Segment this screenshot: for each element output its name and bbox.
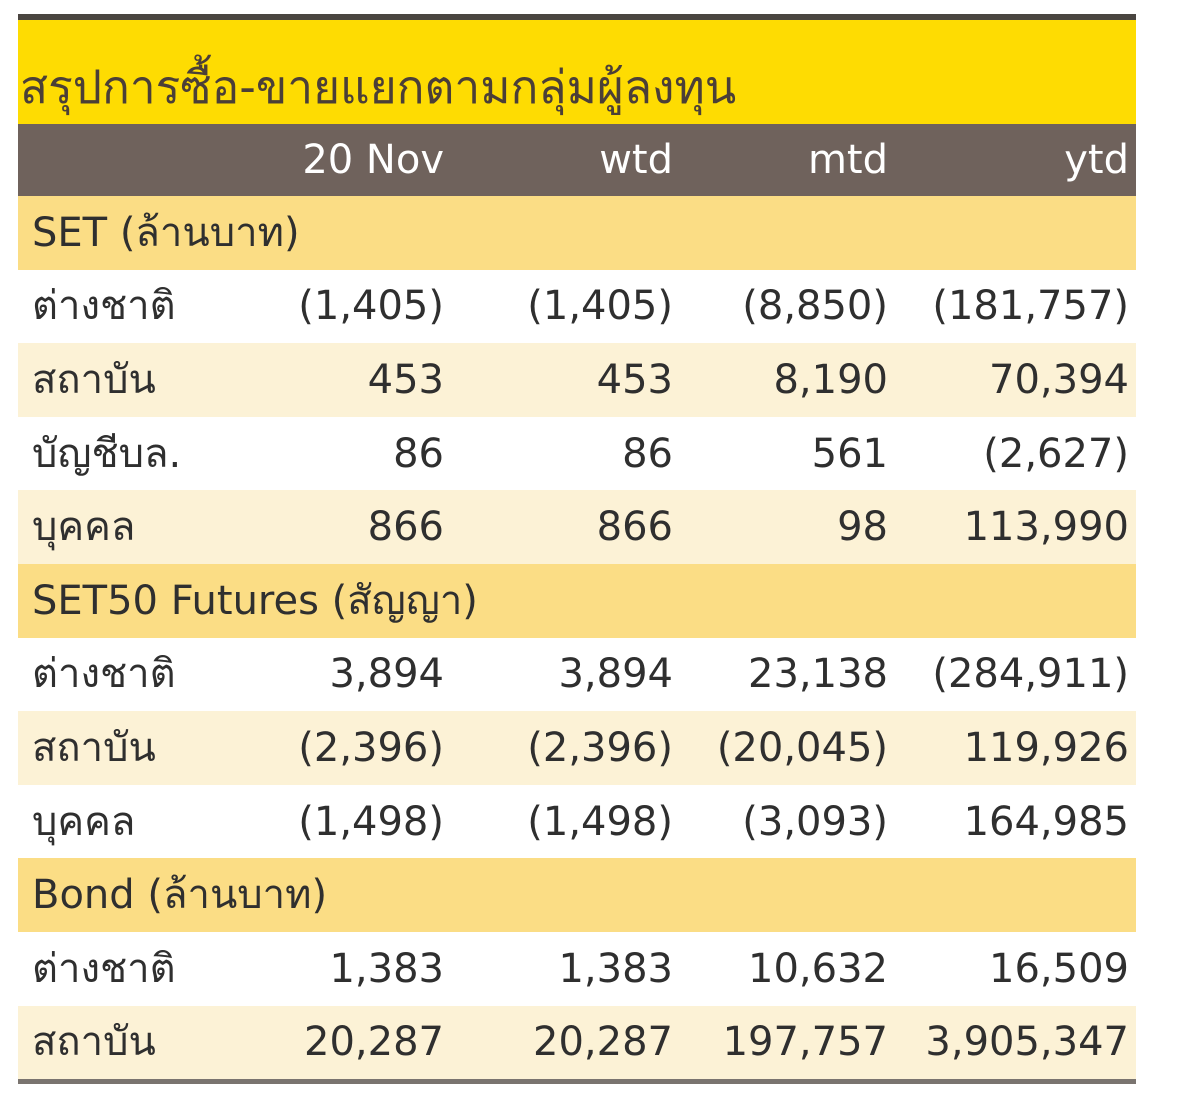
table-row: บัญชีบล. 86 86 561 (2,627) — [18, 416, 1136, 491]
table-row: สถาบัน 453 453 8,190 70,394 — [18, 343, 1136, 417]
value-20nov: 866 — [367, 504, 444, 551]
value-mtd: 8,190 — [773, 356, 888, 403]
value-wtd: (2,396) — [527, 724, 673, 771]
section-title: SET50 Futures (สัญญา) — [32, 577, 478, 624]
column-header-mtd: mtd — [807, 137, 888, 183]
value-20nov: 453 — [367, 356, 444, 403]
value-mtd: 98 — [837, 504, 888, 551]
table-title: สรุปการซื้อ-ขายแยกตามกลุ่มผู้ลงทุน — [20, 60, 737, 114]
column-header-row: 20 Nov wtd mtd ytd — [18, 124, 1136, 196]
value-20nov: 20,287 — [304, 1019, 444, 1066]
column-header-20nov: 20 Nov — [302, 137, 444, 183]
section-header-set: SET (ล้านบาท) — [18, 196, 1136, 270]
value-ytd: 70,394 — [989, 356, 1129, 403]
table-row: สถาบัน 20,287 20,287 197,757 3,905,347 — [18, 1005, 1136, 1080]
table-row: บุคคล (1,498) (1,498) (3,093) 164,985 — [18, 784, 1136, 859]
section-header-set50-futures: SET50 Futures (สัญญา) — [18, 563, 1136, 638]
section-title: SET (ล้านบาท) — [32, 209, 300, 256]
row-label: ต่างชาติ — [32, 945, 176, 992]
top-rule — [18, 14, 1136, 20]
value-wtd: 453 — [596, 356, 673, 403]
value-ytd: 113,990 — [963, 504, 1129, 551]
title-bar: สรุปการซื้อ-ขายแยกตามกลุ่มผู้ลงทุน — [18, 20, 1136, 124]
value-ytd: (181,757) — [932, 283, 1129, 330]
row-label: บุคคล — [32, 798, 136, 845]
value-mtd: 561 — [811, 430, 888, 477]
value-wtd: 1,383 — [558, 945, 673, 992]
table-row: ต่างชาติ 3,894 3,894 23,138 (284,911) — [18, 637, 1136, 712]
value-wtd: (1,405) — [527, 283, 673, 330]
value-ytd: (2,627) — [983, 430, 1129, 477]
row-label: ต่างชาติ — [32, 651, 176, 698]
value-mtd: (8,850) — [742, 283, 888, 330]
value-wtd: 866 — [596, 504, 673, 551]
value-ytd: 16,509 — [989, 945, 1129, 992]
value-20nov: 86 — [393, 430, 444, 477]
investor-flow-table: สรุปการซื้อ-ขายแยกตามกลุ่มผู้ลงทุน 20 No… — [18, 14, 1136, 1085]
value-20nov: 3,894 — [329, 651, 444, 698]
row-label: สถาบัน — [32, 1019, 156, 1066]
column-header-wtd: wtd — [599, 137, 673, 183]
value-20nov: 1,383 — [329, 945, 444, 992]
row-label: สถาบัน — [32, 724, 156, 771]
value-ytd: 164,985 — [963, 798, 1129, 845]
value-20nov: (2,396) — [298, 724, 444, 771]
value-mtd: 197,757 — [722, 1019, 888, 1066]
bottom-rule — [18, 1079, 1136, 1085]
table-row: สถาบัน (2,396) (2,396) (20,045) 119,926 — [18, 711, 1136, 785]
row-label: บัญชีบล. — [32, 430, 182, 477]
row-label: สถาบัน — [32, 356, 156, 403]
table-row: ต่างชาติ 1,383 1,383 10,632 16,509 — [18, 931, 1136, 1006]
value-20nov: (1,405) — [298, 283, 444, 330]
value-mtd: (20,045) — [716, 724, 888, 771]
value-20nov: (1,498) — [298, 798, 444, 845]
table-row: ต่างชาติ (1,405) (1,405) (8,850) (181,75… — [18, 269, 1136, 344]
table-row: บุคคล 866 866 98 113,990 — [18, 490, 1136, 564]
value-ytd: 119,926 — [963, 724, 1129, 771]
value-ytd: 3,905,347 — [925, 1019, 1129, 1066]
value-mtd: 23,138 — [748, 651, 888, 698]
section-title: Bond (ล้านบาท) — [32, 872, 328, 919]
value-mtd: 10,632 — [748, 945, 888, 992]
column-header-ytd: ytd — [1064, 137, 1129, 183]
row-label: ต่างชาติ — [32, 283, 176, 330]
section-header-bond: Bond (ล้านบาท) — [18, 858, 1136, 932]
value-mtd: (3,093) — [742, 798, 888, 845]
row-label: บุคคล — [32, 504, 136, 551]
value-wtd: 3,894 — [558, 651, 673, 698]
value-wtd: 20,287 — [533, 1019, 673, 1066]
value-ytd: (284,911) — [932, 651, 1129, 698]
value-wtd: 86 — [622, 430, 673, 477]
value-wtd: (1,498) — [527, 798, 673, 845]
